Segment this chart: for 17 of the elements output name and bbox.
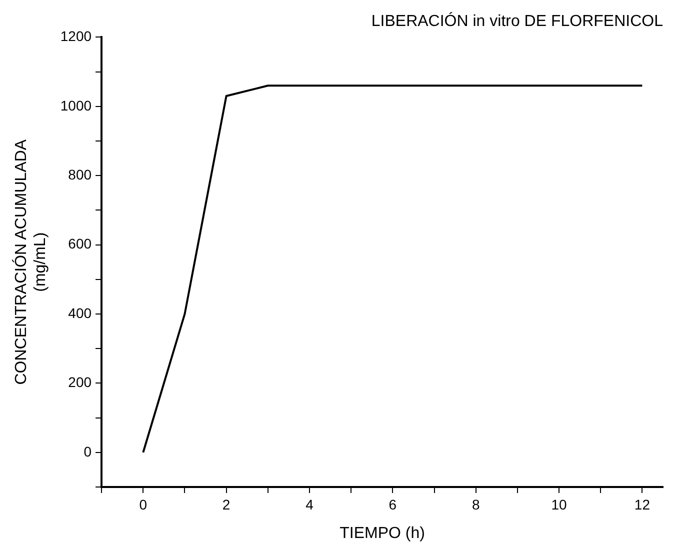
x-tick-label: 8 — [472, 496, 480, 512]
y-tick-label: 0 — [84, 443, 92, 460]
y-tick-label: 600 — [68, 236, 92, 252]
y-tick-label: 1200 — [60, 28, 92, 44]
x-tick-label: 6 — [388, 496, 397, 512]
x-tick-label: 12 — [634, 496, 650, 512]
y-tick-label: 1000 — [60, 97, 92, 114]
x-tick-label: 10 — [551, 496, 568, 512]
y-tick-label: 400 — [68, 304, 92, 321]
chart-title: LIBERACIÓN in vitro DE FLORFENICOL — [371, 12, 664, 30]
y-axis-title: CONCENTRACIÓN ACUMULADA (mg/mL) — [12, 139, 50, 385]
x-tick-label: 2 — [222, 496, 230, 512]
x-tick-label: 4 — [306, 496, 314, 512]
x-axis-title: TIEMPO (h) — [340, 524, 425, 542]
y-tick-label: 200 — [68, 374, 92, 390]
y-tick-label: 800 — [68, 166, 92, 182]
x-tick-label: 0 — [139, 496, 148, 512]
